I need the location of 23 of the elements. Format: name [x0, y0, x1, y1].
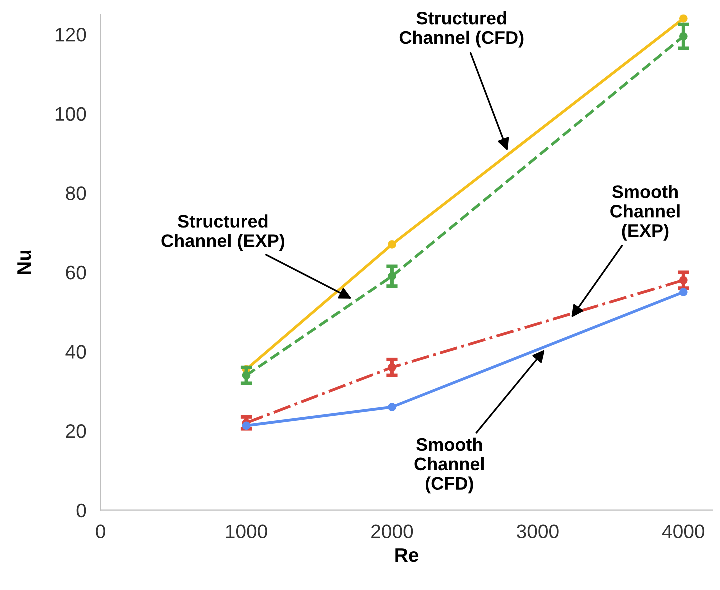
y-tick-label: 40	[66, 345, 86, 359]
y-tick-label: 0	[76, 504, 86, 518]
y-tick-label: 80	[66, 186, 86, 200]
point	[388, 403, 396, 412]
x-axis-title: Re	[396, 548, 419, 562]
annotation: Smooth Channel (CFD)	[414, 438, 484, 494]
x-tick-label: 3000	[517, 524, 559, 539]
x-tick-label: 1000	[226, 524, 268, 539]
y-tick-label: 100	[56, 107, 86, 122]
y-tick-label: 20	[66, 424, 86, 438]
x-tick-label: 4000	[662, 524, 705, 539]
point	[242, 422, 251, 430]
x-tick-label: 0	[96, 524, 106, 539]
annotation: Structured Channel (CFD)	[400, 11, 524, 48]
annotation: Structured Channel (EXP)	[162, 214, 285, 251]
y-tick-label: 120	[56, 28, 86, 42]
y-axis-title: Nu	[18, 250, 32, 274]
point	[679, 288, 688, 296]
annotation: Smooth Channel (EXP)	[610, 185, 680, 241]
point	[388, 240, 396, 249]
x-tick-label: 2000	[372, 524, 414, 539]
y-tick-label: 60	[66, 266, 86, 280]
point	[679, 14, 688, 23]
